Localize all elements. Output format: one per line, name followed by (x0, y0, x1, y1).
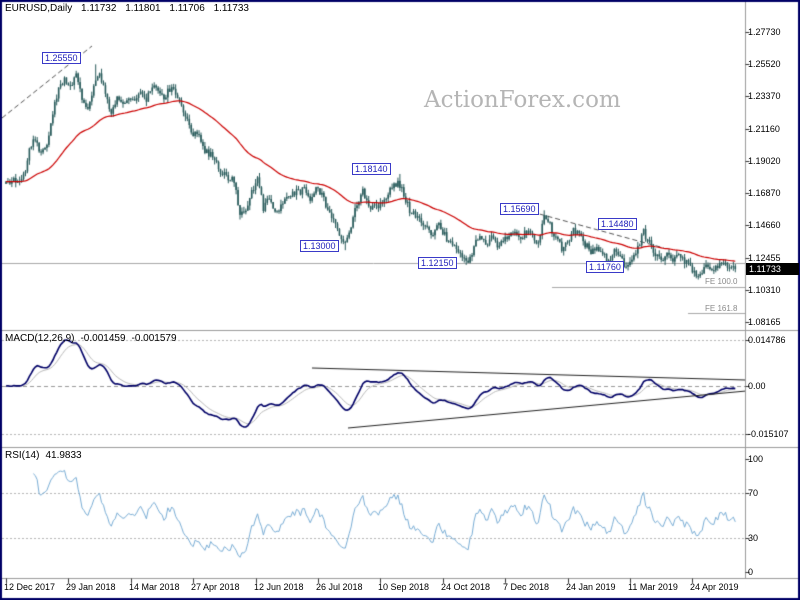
swing-price-label: 1.11760 (586, 261, 624, 273)
current-price-tag: 1.11733 (746, 263, 799, 275)
date-axis-label: 26 Jul 2018 (316, 582, 363, 592)
high-value: 1.11801 (125, 3, 161, 14)
date-axis-label: 27 Apr 2018 (191, 582, 240, 592)
macd-signal-value: -0.001579 (131, 333, 177, 344)
price-axis-label: 1.25520 (748, 59, 781, 69)
rsi-axis-label: 100 (748, 454, 764, 464)
rsi-label: RSI(14) (5, 450, 40, 461)
price-axis-label: 1.27730 (748, 27, 781, 37)
macd-axis-label: 0.014786 (748, 335, 786, 345)
date-axis-label: 11 Mar 2019 (628, 582, 678, 592)
date-axis-label: 14 Mar 2018 (129, 582, 180, 592)
swing-price-label: 1.13000 (300, 240, 339, 252)
date-axis-label: 12 Jun 2018 (254, 582, 304, 592)
macd-axis-label: 0.00 (748, 381, 766, 391)
macd-indicator-header: MACD(12,26,9) -0.001459 -0.001579 (5, 333, 183, 344)
date-axis-label: 12 Dec 2017 (4, 582, 56, 592)
low-value: 1.11706 (169, 3, 205, 14)
swing-price-label: 1.15690 (500, 203, 539, 215)
rsi-indicator-header: RSI(14) 41.9833 (5, 450, 88, 461)
price-axis-label: 1.10310 (748, 285, 781, 295)
date-axis-label: 24 Oct 2018 (441, 582, 491, 592)
price-axis-label: 1.14660 (748, 220, 781, 230)
price-axis-label: 1.21160 (748, 124, 780, 134)
price-axis-label: 1.16870 (748, 188, 781, 198)
fib-extension-100-label: FE 100.0 (705, 277, 738, 286)
date-axis-label: 7 Dec 2018 (503, 582, 550, 592)
price-axis-label: 1.12455 (748, 253, 781, 263)
open-value: 1.11732 (81, 3, 117, 14)
close-value: 1.11733 (213, 3, 249, 14)
price-axis-label: 1.19020 (748, 156, 781, 166)
swing-price-label: 1.18140 (352, 163, 391, 175)
rsi-axis-label: 70 (748, 488, 759, 498)
date-axis-label: 29 Jan 2018 (66, 582, 116, 592)
rsi-axis-label: 30 (748, 533, 759, 543)
swing-price-label: 1.12150 (418, 257, 457, 269)
watermark: ActionForex.com (424, 87, 621, 113)
date-axis-label: 24 Apr 2019 (690, 582, 739, 592)
swing-price-label: 1.14480 (598, 218, 637, 230)
date-axis-label: 10 Sep 2018 (378, 582, 430, 592)
price-axis-label: 1.23370 (748, 91, 781, 101)
fib-extension-1618-label: FE 161.8 (705, 304, 738, 313)
swing-price-label: 1.25550 (42, 52, 81, 64)
rsi-axis-label: 0 (748, 567, 754, 577)
macd-main-value: -0.001459 (80, 333, 126, 344)
rsi-value: 41.9833 (45, 450, 82, 461)
macd-label: MACD(12,26,9) (5, 333, 75, 344)
price-axis-label: 1.08165 (748, 317, 781, 327)
symbol-timeframe-label: EURUSD,Daily (5, 3, 73, 14)
date-axis-label: 24 Jan 2019 (566, 582, 616, 592)
chart-title: EURUSD,Daily 1.11732 1.11801 1.11706 1.1… (5, 3, 249, 14)
macd-axis-label: -0.015107 (748, 429, 789, 439)
